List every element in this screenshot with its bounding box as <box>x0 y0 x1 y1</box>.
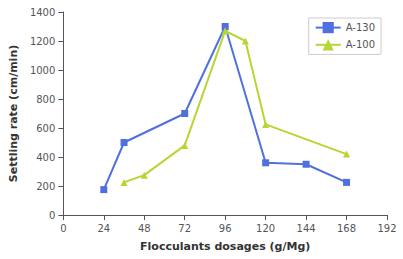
svg-text:144: 144 <box>297 223 316 234</box>
svg-text:72: 72 <box>178 223 191 234</box>
svg-text:120: 120 <box>256 223 275 234</box>
svg-text:1400: 1400 <box>30 7 55 18</box>
svg-text:48: 48 <box>138 223 151 234</box>
svg-text:400: 400 <box>36 152 55 163</box>
svg-text:168: 168 <box>337 223 356 234</box>
svg-text:24: 24 <box>97 223 110 234</box>
svg-text:Flocculants dosages (g/Mg): Flocculants dosages (g/Mg) <box>140 240 310 253</box>
svg-text:192: 192 <box>377 223 396 234</box>
svg-text:1000: 1000 <box>30 65 55 76</box>
svg-text:0: 0 <box>60 223 66 234</box>
svg-text:800: 800 <box>36 94 55 105</box>
svg-text:1200: 1200 <box>30 36 55 47</box>
svg-text:200: 200 <box>36 181 55 192</box>
svg-text:Settling rate (cm/min): Settling rate (cm/min) <box>7 45 20 183</box>
svg-text:A-100: A-100 <box>346 39 375 50</box>
svg-text:96: 96 <box>219 223 232 234</box>
svg-text:A-130: A-130 <box>346 22 375 33</box>
svg-text:600: 600 <box>36 123 55 134</box>
svg-text:0: 0 <box>49 210 55 221</box>
